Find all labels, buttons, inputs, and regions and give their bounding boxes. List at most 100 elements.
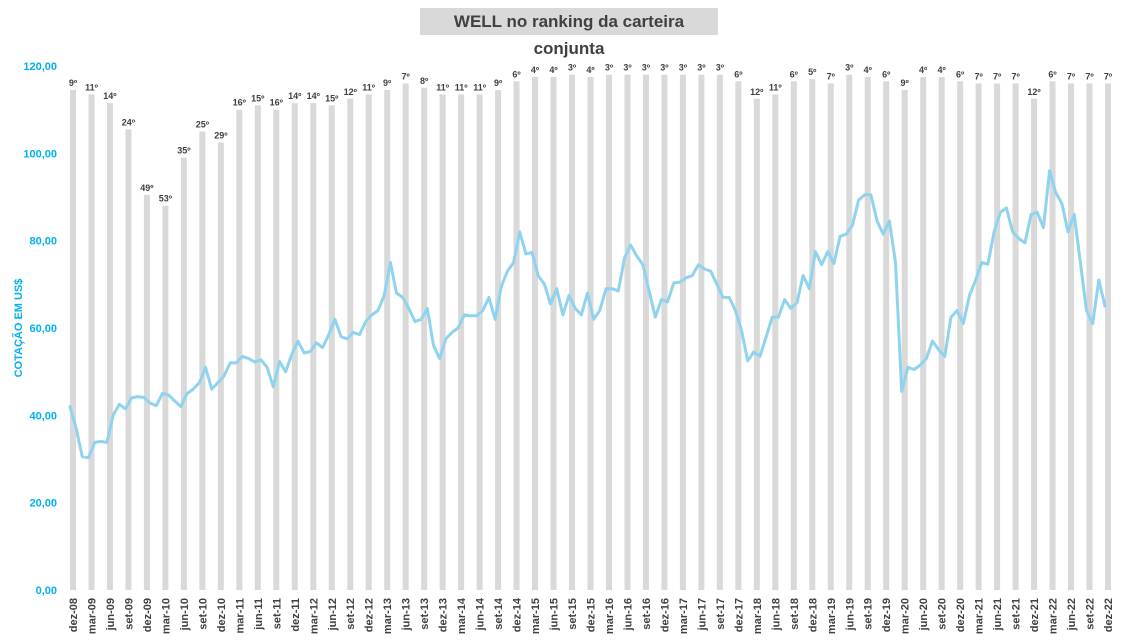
x-tick-label: jun-22: [1066, 598, 1078, 631]
rank-label: 11º: [362, 82, 376, 92]
rank-label: 15º: [251, 93, 265, 103]
rank-bar: [642, 74, 649, 590]
x-tick-label: set-22: [1085, 598, 1097, 630]
y-tick-label: 40,00: [29, 410, 57, 422]
x-tick-label: dez-11: [290, 598, 302, 632]
rank-label: 7º: [402, 71, 411, 81]
rank-label: 7º: [993, 71, 1002, 81]
rank-bar: [1086, 83, 1093, 590]
y-tick-label: 100,00: [23, 148, 57, 160]
x-tick-label: set-17: [715, 598, 727, 630]
x-tick-label: jun-12: [327, 598, 339, 631]
x-tick-label: dez-21: [1029, 598, 1041, 632]
rank-bar: [217, 142, 224, 590]
x-tick-label: dez-08: [68, 598, 80, 632]
x-tick-label: dez-19: [881, 598, 893, 632]
x-tick-label: set-10: [197, 598, 209, 630]
rank-label: 4º: [531, 65, 540, 75]
x-tick-label: dez-09: [142, 598, 154, 632]
rank-bar: [790, 81, 797, 591]
x-tick-label: mar-18: [752, 598, 764, 634]
rank-label: 3º: [660, 63, 669, 73]
rank-bar: [180, 157, 187, 590]
rank-bar: [698, 74, 705, 590]
x-tick-label: dez-17: [733, 598, 745, 632]
rank-label: 7º: [1011, 71, 1020, 81]
x-tick-label: jun-16: [623, 598, 635, 631]
rank-label: 9º: [901, 78, 910, 88]
x-tick-label: set-18: [789, 598, 801, 630]
rank-bar: [421, 87, 428, 590]
rank-label: 4º: [919, 65, 928, 75]
rank-label: 12º: [344, 87, 358, 97]
x-tick-label: set-21: [1011, 598, 1023, 630]
y-tick-label: 20,00: [29, 498, 57, 510]
y-tick-label: 0,00: [36, 585, 57, 597]
rank-label: 3º: [642, 63, 651, 73]
rank-bar: [106, 103, 113, 590]
rank-bar: [365, 94, 372, 590]
x-tick-label: dez-15: [586, 598, 598, 632]
x-tick-label: jun-20: [918, 598, 930, 631]
rank-label: 11º: [769, 82, 783, 92]
y-tick-label: 60,00: [29, 323, 57, 335]
x-tick-label: set-14: [493, 597, 505, 630]
rank-bar: [938, 76, 945, 590]
rank-bar: [661, 74, 668, 590]
rank-bar: [1049, 81, 1056, 591]
rank-label: 3º: [568, 63, 577, 73]
x-tick-label: jun-21: [992, 598, 1004, 631]
rank-bar: [1105, 83, 1111, 590]
rank-label: 4º: [549, 65, 558, 75]
y-axis-ticks: 0,00 20,00 40,00 60,00 80,00 100,00 120,00: [23, 61, 57, 597]
rank-bar: [753, 98, 760, 590]
rank-label: 3º: [679, 63, 688, 73]
rank-bar: [273, 109, 280, 591]
rank-label: 3º: [845, 63, 854, 73]
rank-label: 24º: [122, 117, 136, 127]
rank-bar: [716, 74, 723, 590]
rank-bar: [920, 76, 927, 590]
x-tick-label: mar-17: [678, 598, 690, 634]
rank-bar: [957, 81, 964, 591]
x-tick-label: dez-22: [1103, 598, 1115, 632]
x-tick-label: set-12: [345, 598, 357, 630]
rank-bar: [88, 94, 95, 590]
x-tick-label: mar-22: [1048, 598, 1060, 634]
x-tick-label: jun-11: [253, 598, 265, 631]
rank-bar: [864, 76, 871, 590]
x-axis-ticks: dez-08 mar-09 jun-09 set-09 dez-09 mar-10 jun-…: [68, 597, 1115, 634]
rank-bar: [679, 74, 686, 590]
x-tick-label: mar-14: [456, 597, 468, 634]
rank-label: 3º: [697, 63, 706, 73]
x-tick-label: mar-11: [234, 598, 246, 633]
rank-bar: [125, 129, 132, 591]
rank-bar: [827, 83, 834, 590]
rank-bar: [347, 98, 354, 590]
x-tick-label: dez-12: [364, 598, 376, 632]
x-tick-label: jun-18: [770, 598, 782, 631]
rank-labels: 9º 11º 14º 24º 49º 53º 35º 25º 29º 16º 15º 16º 14º 14…: [69, 63, 1113, 204]
rank-bar: [587, 76, 594, 590]
rank-label: 29º: [214, 130, 228, 140]
rank-label: 14º: [307, 91, 321, 101]
rank-label: 6º: [1048, 69, 1057, 79]
rank-label: 15º: [325, 93, 339, 103]
rank-label: 3º: [716, 63, 725, 73]
rank-label: 12º: [750, 87, 764, 97]
rank-label: 49º: [140, 183, 154, 193]
rank-bar: [384, 90, 391, 591]
rank-bar: [735, 81, 742, 591]
rank-bar: [1012, 83, 1019, 590]
rank-bar: [143, 194, 150, 591]
rank-bar: [846, 74, 853, 590]
rank-bar: [199, 131, 206, 590]
rank-label: 16º: [270, 98, 284, 108]
rank-label: 7º: [827, 71, 836, 81]
x-tick-label: dez-10: [216, 598, 228, 632]
x-tick-label: dez-14: [512, 597, 524, 632]
x-tick-label: dez-13: [438, 598, 450, 632]
rank-label: 6º: [512, 69, 521, 79]
x-tick-label: dez-18: [807, 598, 819, 632]
